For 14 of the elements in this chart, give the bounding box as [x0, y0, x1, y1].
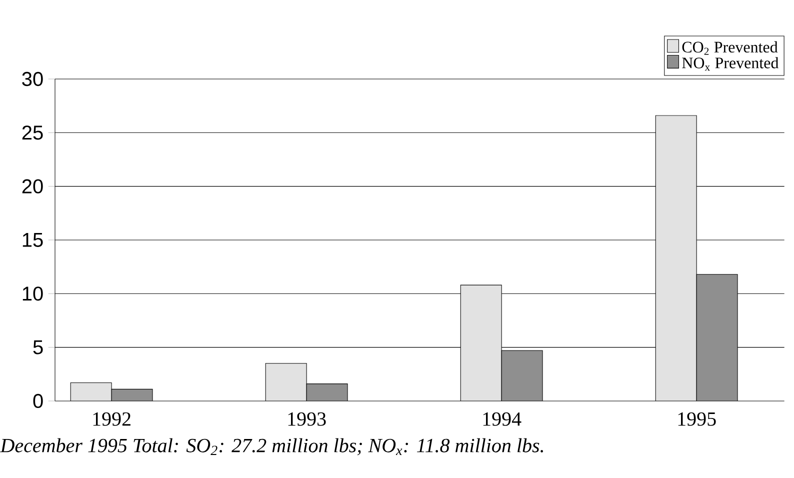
x-tick-label: 1993	[288, 412, 326, 426]
y-tick-label: 20	[22, 179, 43, 194]
legend-label: CO$_{2}$ Prevented	[682, 41, 778, 55]
y-tick-label: 0	[33, 394, 43, 408]
x-tick-label: 1992	[93, 412, 130, 426]
y-tick-label: 30	[22, 72, 43, 86]
x-tick-label: 1994	[483, 412, 522, 426]
y-tick-label: 25	[22, 126, 43, 140]
x-tick-label: 1995	[678, 412, 716, 426]
legend-label: NO$_{x}$ Prevented	[682, 57, 779, 71]
y-tick-label: 10	[22, 286, 43, 301]
y-tick-label: 5	[33, 340, 43, 354]
text: December 1995 Total: SO$_{2}$: 27.2 million lbs; NO$_{x}$: 11.8 million lbs.	[0, 438, 543, 456]
y-tick-label: 15	[22, 233, 43, 247]
